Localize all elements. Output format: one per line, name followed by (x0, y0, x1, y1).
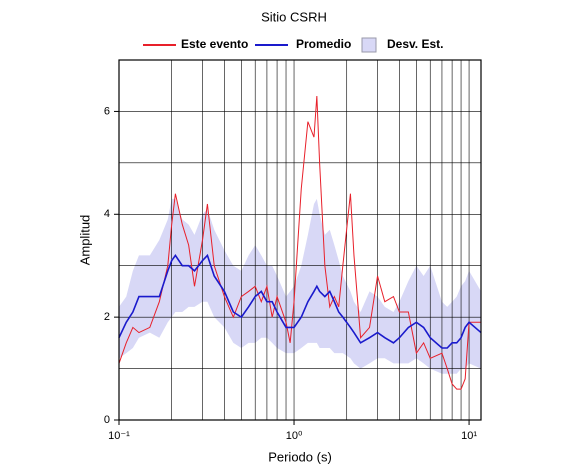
plot-frame (118, 59, 482, 421)
x-tick-label: 10¹ (461, 430, 477, 442)
y-axis-label: Amplitud (77, 215, 92, 266)
y-tick-label: 6 (104, 105, 110, 117)
y-tick-label: 0 (104, 414, 110, 426)
series-line (118, 253, 482, 349)
x-tick-label: 10⁻¹ (108, 430, 130, 442)
std-band (119, 198, 481, 374)
chart-title: Sitio CSRH (261, 9, 327, 24)
legend-label: Desv. Est. (387, 37, 443, 51)
legend-label: Promedio (296, 37, 351, 51)
legend-swatch (361, 37, 377, 53)
y-tick-label: 4 (104, 208, 110, 220)
series-line (118, 95, 481, 390)
x-tick-label: 10⁰ (286, 430, 303, 442)
legend-label: Este evento (181, 37, 248, 51)
x-axis-label: Periodo (s) (268, 449, 332, 464)
y-tick-label: 2 (104, 311, 110, 323)
